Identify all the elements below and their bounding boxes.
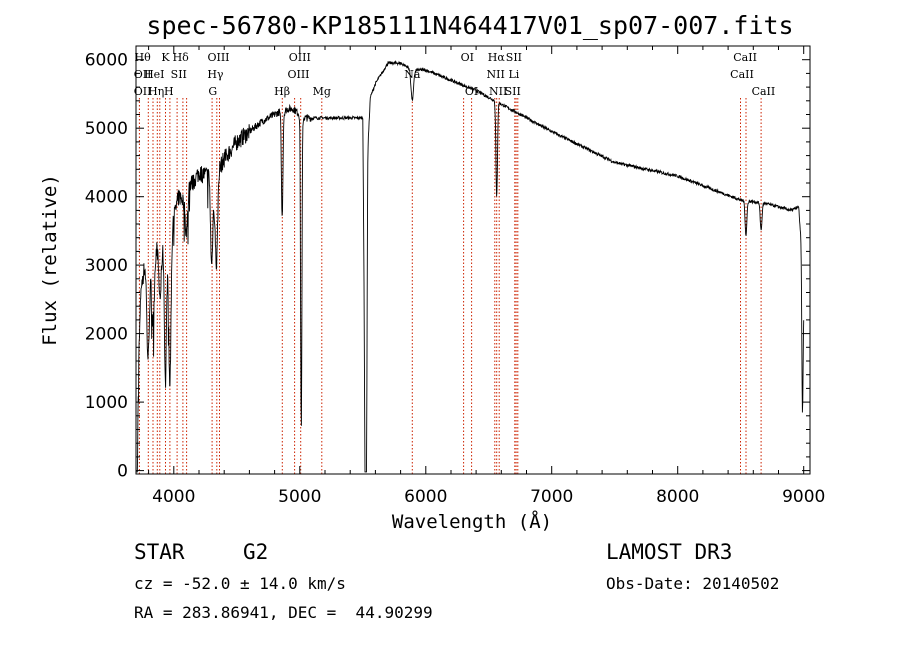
line-label-2: OII (134, 85, 152, 98)
line-label-14: Hβ (274, 85, 290, 98)
y-tick-label-5000: 5000 (85, 119, 128, 139)
object-class: STAR (134, 540, 185, 564)
y-axis-label: Flux (relative) (39, 174, 61, 346)
x-tick-label-7000: 7000 (530, 487, 573, 507)
y-tick-label-0: 0 (117, 462, 128, 482)
line-label-22: SII (506, 51, 522, 64)
x-tick-label-9000: 9000 (782, 487, 825, 507)
y-tick-label-4000: 4000 (85, 188, 128, 208)
line-label-21: NII (489, 85, 507, 98)
line-label-8: SII (171, 68, 187, 81)
line-label-15: Mg (313, 85, 331, 98)
line-label-6: H (164, 85, 174, 98)
coordinates: RA = 283.86941, DEC = 44.90299 (134, 603, 433, 622)
line-label-10: Hγ (207, 68, 224, 81)
x-tick-label-4000: 4000 (152, 487, 195, 507)
spectrum-layer (136, 60, 805, 473)
x-tick-label-5000: 5000 (278, 487, 321, 507)
x-axis-ticks: 4000 5000 6000 7000 8000 9000 (148, 46, 825, 507)
x-tick-label-8000: 8000 (656, 487, 699, 507)
line-label-1: OII (134, 68, 152, 81)
y-tick-label-2000: 2000 (85, 325, 128, 345)
x-tick-label-6000: 6000 (404, 487, 447, 507)
line-label-17: OI (461, 51, 474, 64)
survey-name: LAMOST DR3 (606, 540, 733, 564)
plot-frame (135, 45, 811, 475)
line-label-25: CaII (733, 51, 757, 64)
line-label-13: OIII (287, 68, 309, 81)
y-axis-ticks: 0 1000 2000 3000 4000 5000 6000 (85, 51, 810, 482)
redshift-value: cz = -52.0 ± 14.0 km/s (134, 574, 346, 593)
y-tick-label-6000: 6000 (85, 51, 128, 71)
line-label-9: OIII (207, 51, 229, 64)
line-label-20: NII (487, 68, 505, 81)
y-tick-label-3000: 3000 (85, 256, 128, 276)
spectrum-line (136, 60, 805, 473)
x-axis-label: Wavelength (Å) (392, 510, 552, 533)
line-label-3: HeI (144, 68, 164, 81)
line-label-7: Hδ (173, 51, 190, 64)
line-label-19: Hα (488, 51, 506, 64)
object-subclass: G2 (243, 540, 269, 564)
line-label-0: Hθ (134, 51, 151, 64)
line-label-12: OIII (289, 51, 311, 64)
line-label-11: G (208, 85, 217, 98)
line-label-23: Li (508, 68, 519, 81)
observation-date: Obs-Date: 20140502 (606, 574, 780, 593)
line-label-27: CaII (752, 85, 776, 98)
line-label-26: CaII (730, 68, 754, 81)
chart-title: spec-56780-KP185111N464417V01_sp07-007.f… (146, 11, 793, 40)
line-label-4: Hη (148, 85, 164, 98)
y-tick-label-1000: 1000 (85, 393, 128, 413)
line-marker-layer (138, 98, 762, 474)
line-label-24: SII (505, 85, 521, 98)
line-label-5: K (161, 51, 170, 64)
